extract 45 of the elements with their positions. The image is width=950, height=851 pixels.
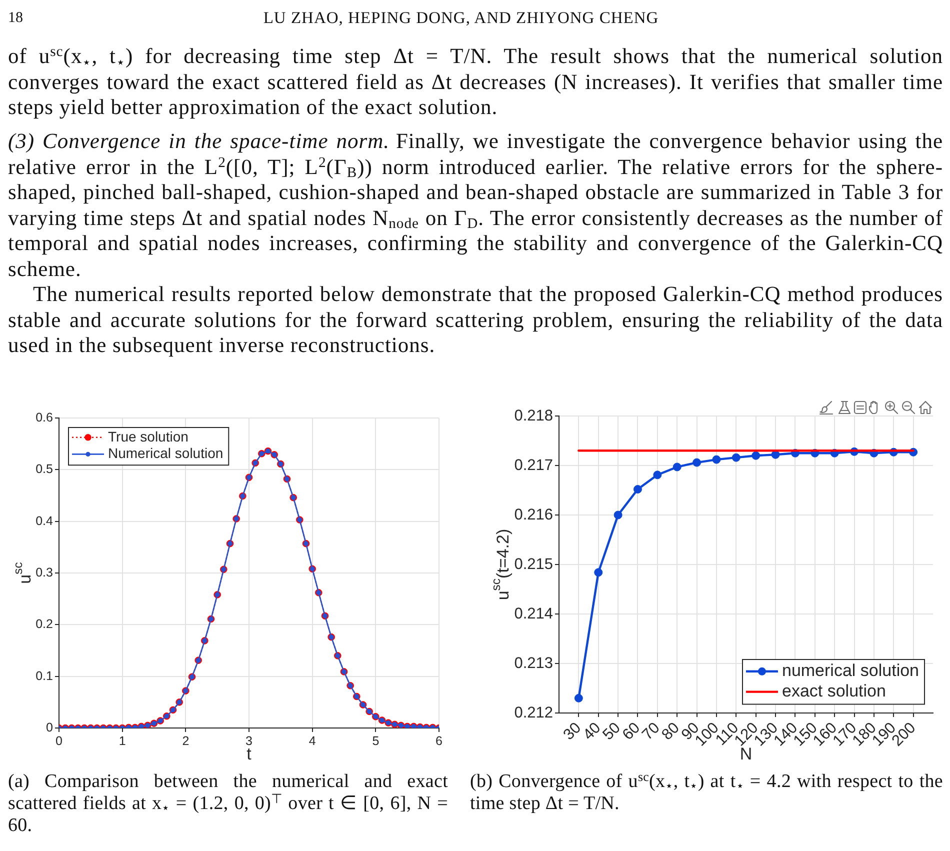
y-tick-label: 0.215 (514, 556, 553, 573)
point (672, 462, 682, 472)
text: (a) Comparison between the numerical and exact scattered fields at x$_{⋆}$ = (1.2, 0, 0)$^{⊤}$ over t ∈ [0, 6], N = 60. (8, 771, 448, 836)
text: of u$^{sc}$(x$_{⋆}$, t$_{⋆}$) for decreasing time step Δt = T/N. The result shows that the numerical solution converges toward the exact scattered field as Δt decreases (N increases). It verifies that smaller time steps yield better approximation of the exact solution. (8, 44, 943, 119)
y-tick-label: 0.2 (36, 617, 54, 632)
y-axis-title: usc(t=4.2) (489, 528, 513, 600)
point (752, 451, 760, 460)
y-tick-label: 0.1 (36, 668, 54, 683)
point (594, 568, 603, 577)
x-tick-label: 2 (182, 734, 190, 748)
y-tick-label: 0.212 (514, 704, 553, 722)
x-tick-label: 30 (560, 719, 585, 744)
y-tick-label: 0.5 (36, 462, 54, 476)
point (712, 455, 721, 464)
point (653, 470, 662, 480)
legend-label: True solution (108, 428, 188, 444)
x-axis-title: N (740, 744, 752, 764)
text: The numerical results reported below demonstrate that the proposed Galerkin-CQ method produces stable and accurate solutions for the forward scattering problem, ensuring the reliability of the data used in the subsequent inverse reconstructions. (8, 282, 943, 357)
legend-label: exact solution (782, 681, 886, 700)
x-tick-label: 50 (600, 719, 624, 744)
x-tick-label: 0 (56, 734, 63, 748)
y-tick-label: 0.218 (514, 407, 553, 424)
point (574, 694, 583, 702)
point (614, 510, 622, 520)
y-tick-label: 0.6 (36, 410, 54, 424)
x-tick-label: 1 (118, 734, 126, 748)
x-tick-label: 5 (372, 734, 380, 748)
text: (b) Convergence of u$^{sc}$(x$_{⋆}$, t$_{⋆}$) at t$_{⋆}$ = 4.2 with respect to the time step Δt = T/N. (470, 769, 943, 814)
text: (3) Convergence in the space-time norm. (8, 129, 390, 153)
y-tick-label: 0.216 (514, 506, 553, 524)
y-tick-label: 0.214 (514, 605, 554, 622)
point (692, 458, 702, 467)
x-tick-label: 4 (308, 734, 316, 748)
legend-label: numerical solution (782, 661, 920, 680)
point (732, 453, 740, 462)
y-tick-label: 0.4 (36, 514, 54, 528)
text: 18 (8, 9, 23, 28)
legend-label: Numerical solution (108, 445, 224, 462)
point (633, 485, 642, 494)
text: LU ZHAO, HEPING DONG, AND ZHIYONG CHENG (263, 8, 659, 27)
y-tick-label: 0.217 (514, 456, 553, 474)
y-tick-label: 0.213 (514, 654, 553, 672)
y-axis-title: usc (11, 562, 35, 584)
y-tick-label: 0.3 (36, 565, 54, 580)
x-tick-label: 6 (436, 734, 443, 748)
